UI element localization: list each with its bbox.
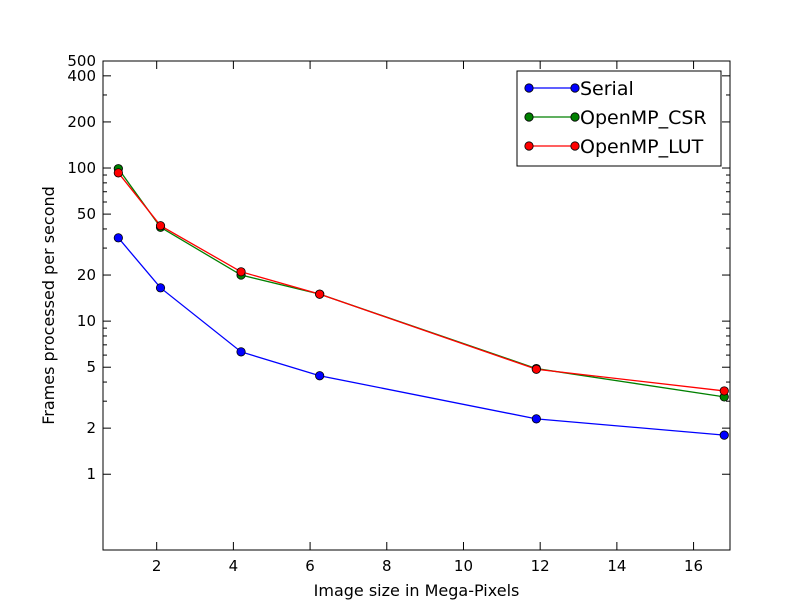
series-line-openmp-lut [117,172,725,392]
data-point-openmp-lut [531,364,541,374]
data-point-serial [719,430,729,440]
legend-marker [524,112,534,122]
x-tick-label: 16 [684,557,703,575]
x-tick-label: 10 [454,557,473,575]
x-tick-label: 2 [152,557,162,575]
x-tick-label: 4 [229,557,239,575]
series-line-serial [117,237,725,436]
data-point-serial [113,233,123,243]
y-tick-label: 20 [77,266,96,284]
data-point-openmp-lut [113,168,123,178]
y-axis-label: Frames processed per second [39,186,58,425]
y-tick-label: 200 [67,113,96,131]
plot-area [113,164,729,440]
y-tick-label: 10 [77,312,96,330]
data-point-serial [531,414,541,424]
x-tick-label: 14 [607,557,626,575]
legend-marker [524,83,534,93]
y-tick-label: 50 [77,205,96,223]
data-point-openmp-lut [236,267,246,277]
x-tick-label: 6 [305,557,315,575]
y-tick-label: 1 [86,465,96,483]
data-point-openmp-lut [155,221,166,231]
y-tick-label: 2 [86,419,96,437]
data-point-openmp-lut [315,289,325,299]
legend-marker [570,112,580,122]
data-point-openmp-lut [719,386,729,396]
legend-label: Serial [580,78,634,100]
y-tick-label: 5 [86,358,96,376]
x-axis-label: Image size in Mega-Pixels [314,581,520,600]
legend-marker [570,83,580,93]
legend-marker [524,141,534,151]
y-tick-label: 400 [67,67,96,85]
data-point-serial [315,371,325,381]
legend-marker [570,141,580,151]
legend-label: OpenMP_LUT [580,136,704,158]
legend: Serial OpenMP_CSR OpenMP_LUT [516,70,722,167]
data-point-serial [236,347,246,357]
legend-label: OpenMP_CSR [580,107,707,129]
legend-box [516,70,722,167]
x-tick-label: 8 [382,557,392,575]
y-tick-label: 500 [67,52,96,70]
x-tick-label: 12 [531,557,550,575]
plot-frame [102,60,731,551]
y-tick-label: 100 [67,159,96,177]
data-point-serial [155,283,166,293]
